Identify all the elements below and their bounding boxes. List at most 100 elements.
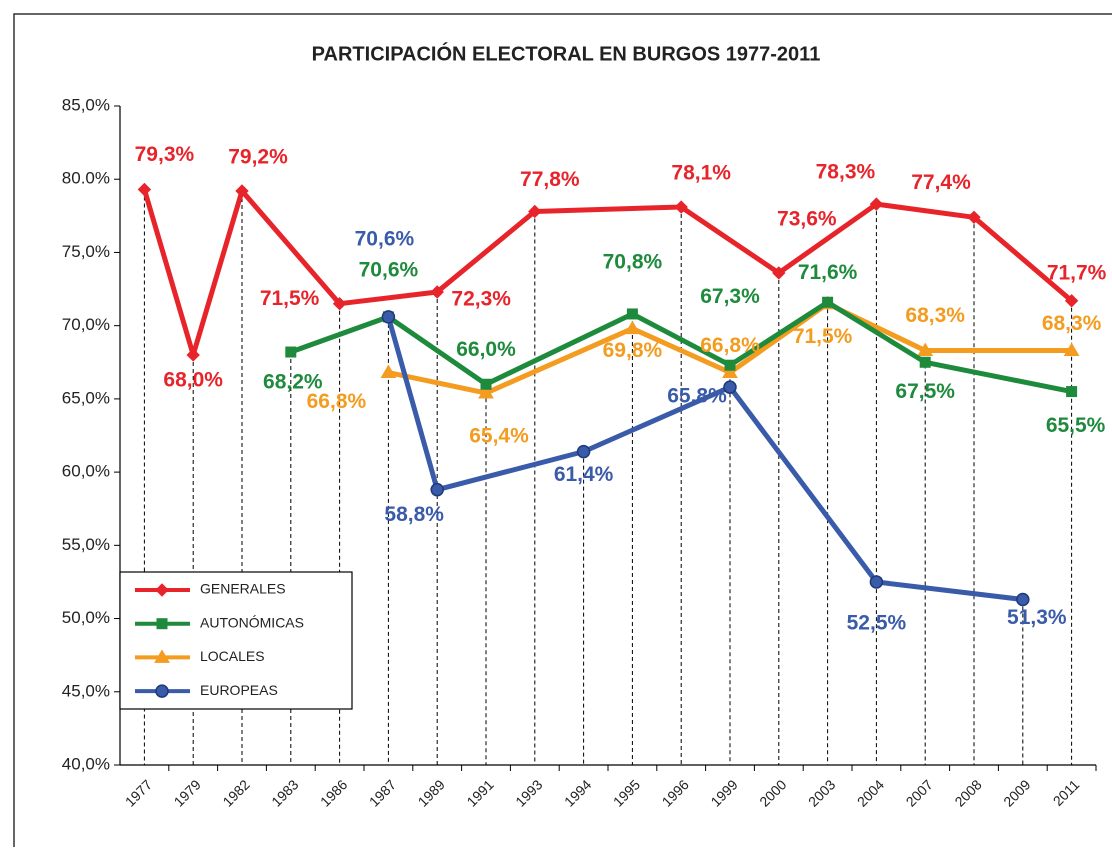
marker [235, 184, 249, 198]
data-label: 68,3% [905, 304, 965, 327]
y-tick-label: 70,0% [62, 315, 110, 334]
data-label: 65,5% [1046, 414, 1106, 437]
line-segment [385, 314, 440, 493]
marker [156, 618, 168, 630]
chart-border [13, 13, 1112, 852]
data-label: 58,8% [384, 503, 444, 526]
data-label: 65,8% [667, 385, 727, 408]
marker [626, 308, 638, 320]
data-label: 78,1% [671, 162, 731, 185]
marker [332, 296, 347, 311]
data-label: 51,3% [1007, 606, 1067, 629]
marker [285, 346, 297, 358]
data-label: 52,5% [847, 611, 907, 634]
marker [822, 296, 834, 308]
marker [772, 266, 786, 280]
marker [381, 310, 396, 324]
marker [674, 200, 688, 214]
legend-label: GENERALES [200, 581, 286, 597]
marker [1063, 342, 1080, 357]
marker [480, 378, 492, 390]
line-segment [678, 204, 782, 276]
line-segment [337, 289, 440, 307]
data-label: 71,6% [798, 261, 858, 284]
marker [917, 342, 934, 357]
marker [137, 182, 152, 197]
marker [576, 444, 591, 459]
chart-title: PARTICIPACIÓN ELECTORAL EN BURGOS 1977-2… [312, 41, 821, 65]
marker [723, 380, 737, 394]
marker [1066, 386, 1078, 398]
y-tick-label: 55,0% [62, 535, 110, 554]
marker [724, 359, 736, 371]
y-tick-label: 75,0% [62, 242, 110, 261]
data-label: 79,2% [228, 145, 288, 168]
data-label: 68,3% [1042, 312, 1102, 335]
line-segment [288, 314, 391, 355]
line-segment [239, 188, 343, 307]
data-label: 79,3% [135, 143, 195, 166]
line-segment [483, 326, 635, 396]
line-segment [922, 359, 1075, 395]
line-segment [434, 449, 587, 493]
line-segment [873, 579, 1026, 603]
data-label: 71,5% [260, 287, 320, 310]
marker [155, 684, 169, 698]
marker [919, 356, 931, 368]
marker [380, 364, 397, 379]
line-segment [434, 208, 538, 295]
marker [869, 575, 884, 589]
data-label: 68,2% [263, 371, 323, 394]
marker [154, 649, 170, 663]
y-tick-label: 85,0% [62, 95, 110, 114]
line-segment [581, 384, 733, 455]
line-segment [532, 204, 684, 214]
data-label: 61,4% [554, 463, 614, 486]
line-segment [873, 201, 977, 220]
legend-label: LOCALES [200, 648, 265, 664]
data-label: 66,8% [307, 390, 367, 413]
data-label: 66,0% [456, 338, 516, 361]
y-tick-label: 80.0% [62, 169, 110, 188]
data-label: 78,3% [816, 161, 876, 184]
line-segment [629, 326, 733, 376]
data-label: 67,5% [895, 380, 955, 403]
line-segment [727, 384, 879, 585]
data-label: 72,3% [451, 288, 511, 311]
data-label: 67,3% [700, 285, 760, 308]
line-segment [776, 201, 879, 276]
marker [967, 210, 981, 225]
line-segment [971, 214, 1075, 304]
data-label: 65,4% [469, 425, 529, 448]
marker [722, 364, 738, 379]
series [285, 296, 1078, 398]
legend: GENERALES AUTONÓMICAS LOCALES EUROPEAS [119, 571, 353, 710]
y-tick-label: 60,0% [62, 462, 110, 481]
data-label: 70,6% [355, 227, 415, 250]
marker [869, 197, 884, 211]
y-tick-label: 45,0% [62, 681, 110, 700]
y-tick-label: 40,0% [62, 754, 110, 773]
line-segment [629, 311, 733, 368]
marker [1064, 294, 1079, 308]
data-label: 73,6% [777, 207, 837, 230]
marker [430, 285, 444, 299]
series [381, 310, 1030, 607]
marker [430, 482, 444, 497]
data-label: 71,7% [1047, 261, 1107, 284]
marker [186, 348, 200, 362]
line-segment [385, 314, 489, 387]
line-segment [190, 188, 245, 358]
legend-label: AUTONÓMICAS [200, 614, 304, 630]
marker [1016, 592, 1030, 607]
line-segment [825, 299, 928, 365]
data-label: 70,6% [359, 258, 419, 281]
legend-label: EUROPEAS [200, 682, 278, 698]
marker [528, 204, 542, 219]
marker [624, 320, 641, 335]
data-label: 70,8% [603, 250, 663, 273]
line-segment [483, 311, 635, 387]
line-segment [141, 186, 196, 358]
y-tick-label: 65,0% [62, 388, 110, 407]
